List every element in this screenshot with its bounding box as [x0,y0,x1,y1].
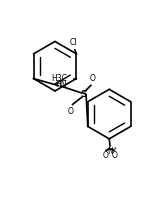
Text: O: O [68,107,74,116]
Text: S: S [80,90,87,99]
Text: HN: HN [55,80,67,89]
Text: +: + [113,147,117,152]
Text: O: O [112,151,118,160]
Text: Cl: Cl [69,38,77,47]
Text: O: O [90,74,95,83]
Text: O: O [102,151,108,160]
Text: ⁻: ⁻ [107,150,110,155]
Text: H3C: H3C [52,74,68,83]
Text: N: N [107,147,113,156]
